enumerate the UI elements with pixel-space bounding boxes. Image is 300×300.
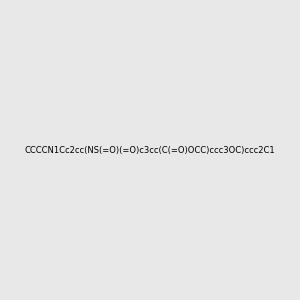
Text: CCCCN1Cc2cc(NS(=O)(=O)c3cc(C(=O)OCC)ccc3OC)ccc2C1: CCCCN1Cc2cc(NS(=O)(=O)c3cc(C(=O)OCC)ccc3…: [25, 146, 275, 154]
